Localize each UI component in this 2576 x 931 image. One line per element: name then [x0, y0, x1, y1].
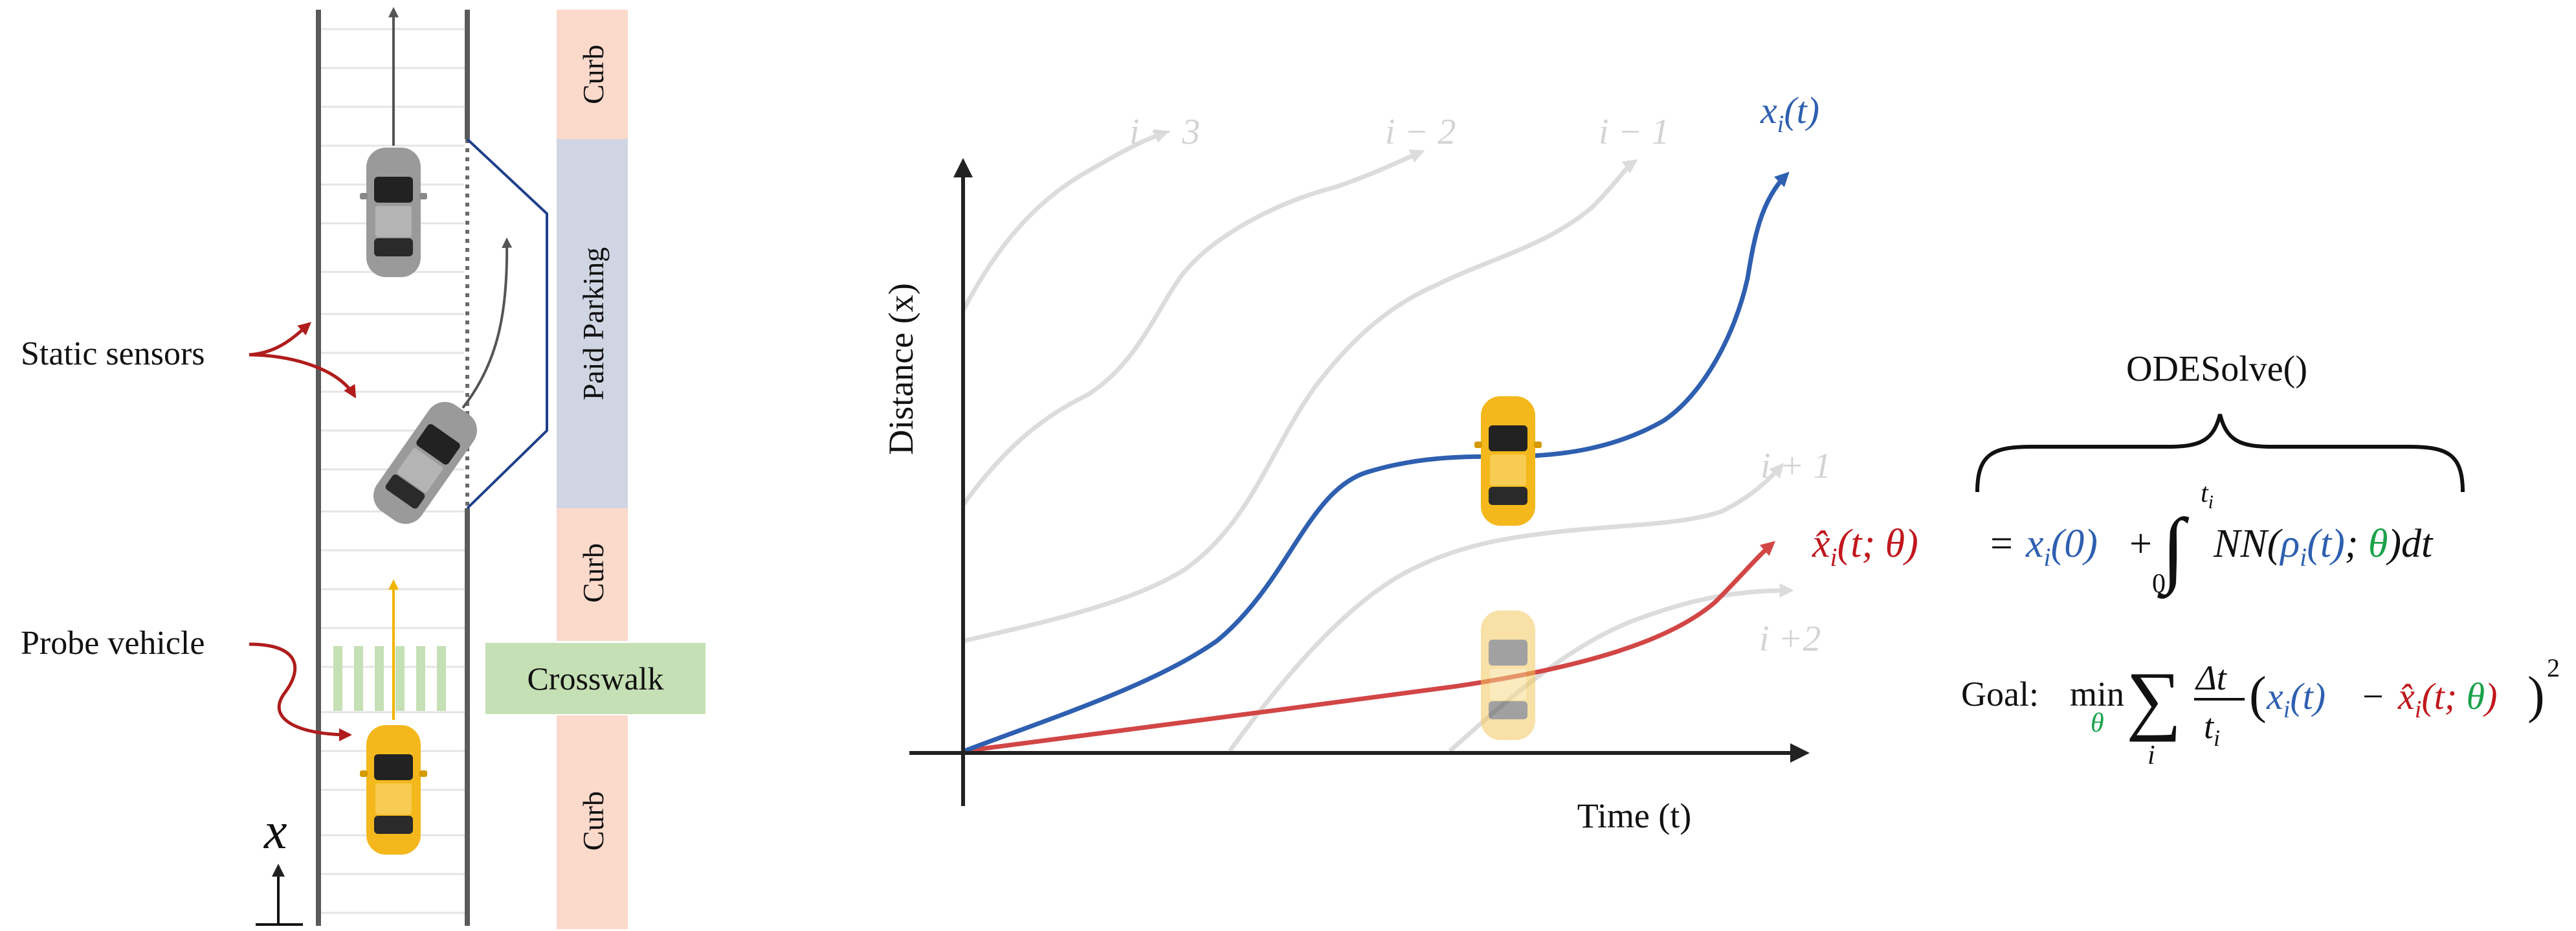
goal-power: 2	[2547, 653, 2560, 682]
goal-term-pred: x̂i(t; θ)	[2397, 675, 2497, 723]
road-axis-symbol: x	[263, 803, 287, 860]
trajectory-i-plus-1	[1228, 462, 1784, 753]
predicted-trajectory	[964, 541, 1776, 754]
odesolve-label: ODESolve()	[2126, 349, 2307, 389]
goal-term-true: xi(t)	[2266, 675, 2326, 723]
curly-brace	[1975, 414, 2465, 493]
true-trajectory	[963, 172, 1790, 754]
static-sensors-arrow-lower	[249, 353, 357, 399]
eq-plus: +	[2129, 522, 2152, 566]
goal-minus: −	[2362, 675, 2384, 717]
eq-integral-sign: ∫	[2157, 502, 2189, 599]
label-i-minus-3: i − 3	[1129, 112, 1200, 152]
label-i-plus-1: i + 1	[1760, 446, 1831, 486]
trajectory-i-minus-3	[960, 129, 1170, 312]
eq-x0: xi(0)	[2025, 522, 2098, 572]
goal-label: Goal:	[1961, 675, 2039, 713]
curb-mid-label: Curb	[577, 543, 610, 603]
parking-bay-outline	[466, 138, 548, 510]
goal-right-paren: )	[2527, 667, 2545, 724]
label-i-plus-2: i +2	[1759, 619, 1821, 659]
trajectory-lower-left	[962, 159, 1638, 644]
curb-bottom-strip	[557, 715, 628, 929]
goal-min-sub: θ	[2091, 708, 2104, 738]
static-sensors-arrow-upper	[249, 322, 312, 357]
eq-integrand: NN(ρi(t); θ)dt	[2213, 522, 2434, 572]
curb-bottom-label: Curb	[577, 791, 610, 851]
eq-lhs: x̂i(t; θ)	[1812, 522, 1918, 572]
paid-parking-label: Paid Parking	[577, 247, 610, 400]
label-i-minus-2: i − 2	[1385, 112, 1456, 152]
eq-equals: =	[1990, 522, 2013, 566]
probe-yellow-car-icon	[360, 725, 427, 855]
faded-car-icon	[1481, 611, 1535, 740]
goal-sum-sign: ∑	[2126, 656, 2182, 742]
parking-gray-car-icon	[373, 401, 477, 524]
goal-equation: Goal: min θ ∑ i Δt ti ( xi(t) − x̂i(t; θ…	[1961, 653, 2560, 770]
curb-top-label: Curb	[577, 45, 610, 104]
probe-car-on-trajectory-icon	[1474, 396, 1542, 526]
road-schematic: Curb Paid Parking Curb Crosswalk Curb	[21, 6, 705, 929]
crosswalk-box	[485, 643, 705, 714]
goal-sum-sub: i	[2148, 741, 2155, 770]
eq-integral-lower: 0	[2152, 569, 2166, 599]
label-i-minus-1: i − 1	[1599, 112, 1669, 152]
top-gray-car-icon	[360, 148, 427, 277]
equation-panel: ODESolve() x̂i(t; θ) = xi(0) + ∫ ti 0 NN…	[1812, 349, 2560, 770]
curb-top-strip	[557, 10, 628, 139]
crosswalk-stripes	[333, 646, 446, 711]
true-trajectory-label: xi(t)	[1760, 89, 1819, 138]
goal-frac-den: ti	[2204, 707, 2220, 751]
goal-min: min	[2070, 675, 2124, 713]
parking-car-path-arrow	[461, 237, 513, 409]
plot-x-label: Time (t)	[1577, 796, 1692, 835]
trajectory-plot: Distance (x) Time (t) i − 3 i − 2 i − 1 …	[882, 89, 1831, 835]
probe-vehicle-label: Probe vehicle	[21, 625, 205, 662]
ode-equation: x̂i(t; θ) = xi(0) + ∫ ti 0 NN(ρi(t); θ)d…	[1812, 478, 2434, 599]
eq-integral-upper: ti	[2201, 478, 2214, 513]
trajectory-i-minus-2-lower	[961, 149, 1425, 507]
goal-frac-num: Δt	[2195, 658, 2228, 697]
probe-vehicle-arrow	[249, 642, 352, 741]
curb-mid-strip	[557, 508, 628, 641]
goal-left-paren: (	[2249, 667, 2267, 724]
crosswalk-label: Crosswalk	[527, 660, 663, 697]
plot-y-label: Distance (x)	[882, 283, 920, 454]
paid-parking-strip	[557, 139, 628, 508]
static-sensors-label: Static sensors	[21, 335, 205, 372]
